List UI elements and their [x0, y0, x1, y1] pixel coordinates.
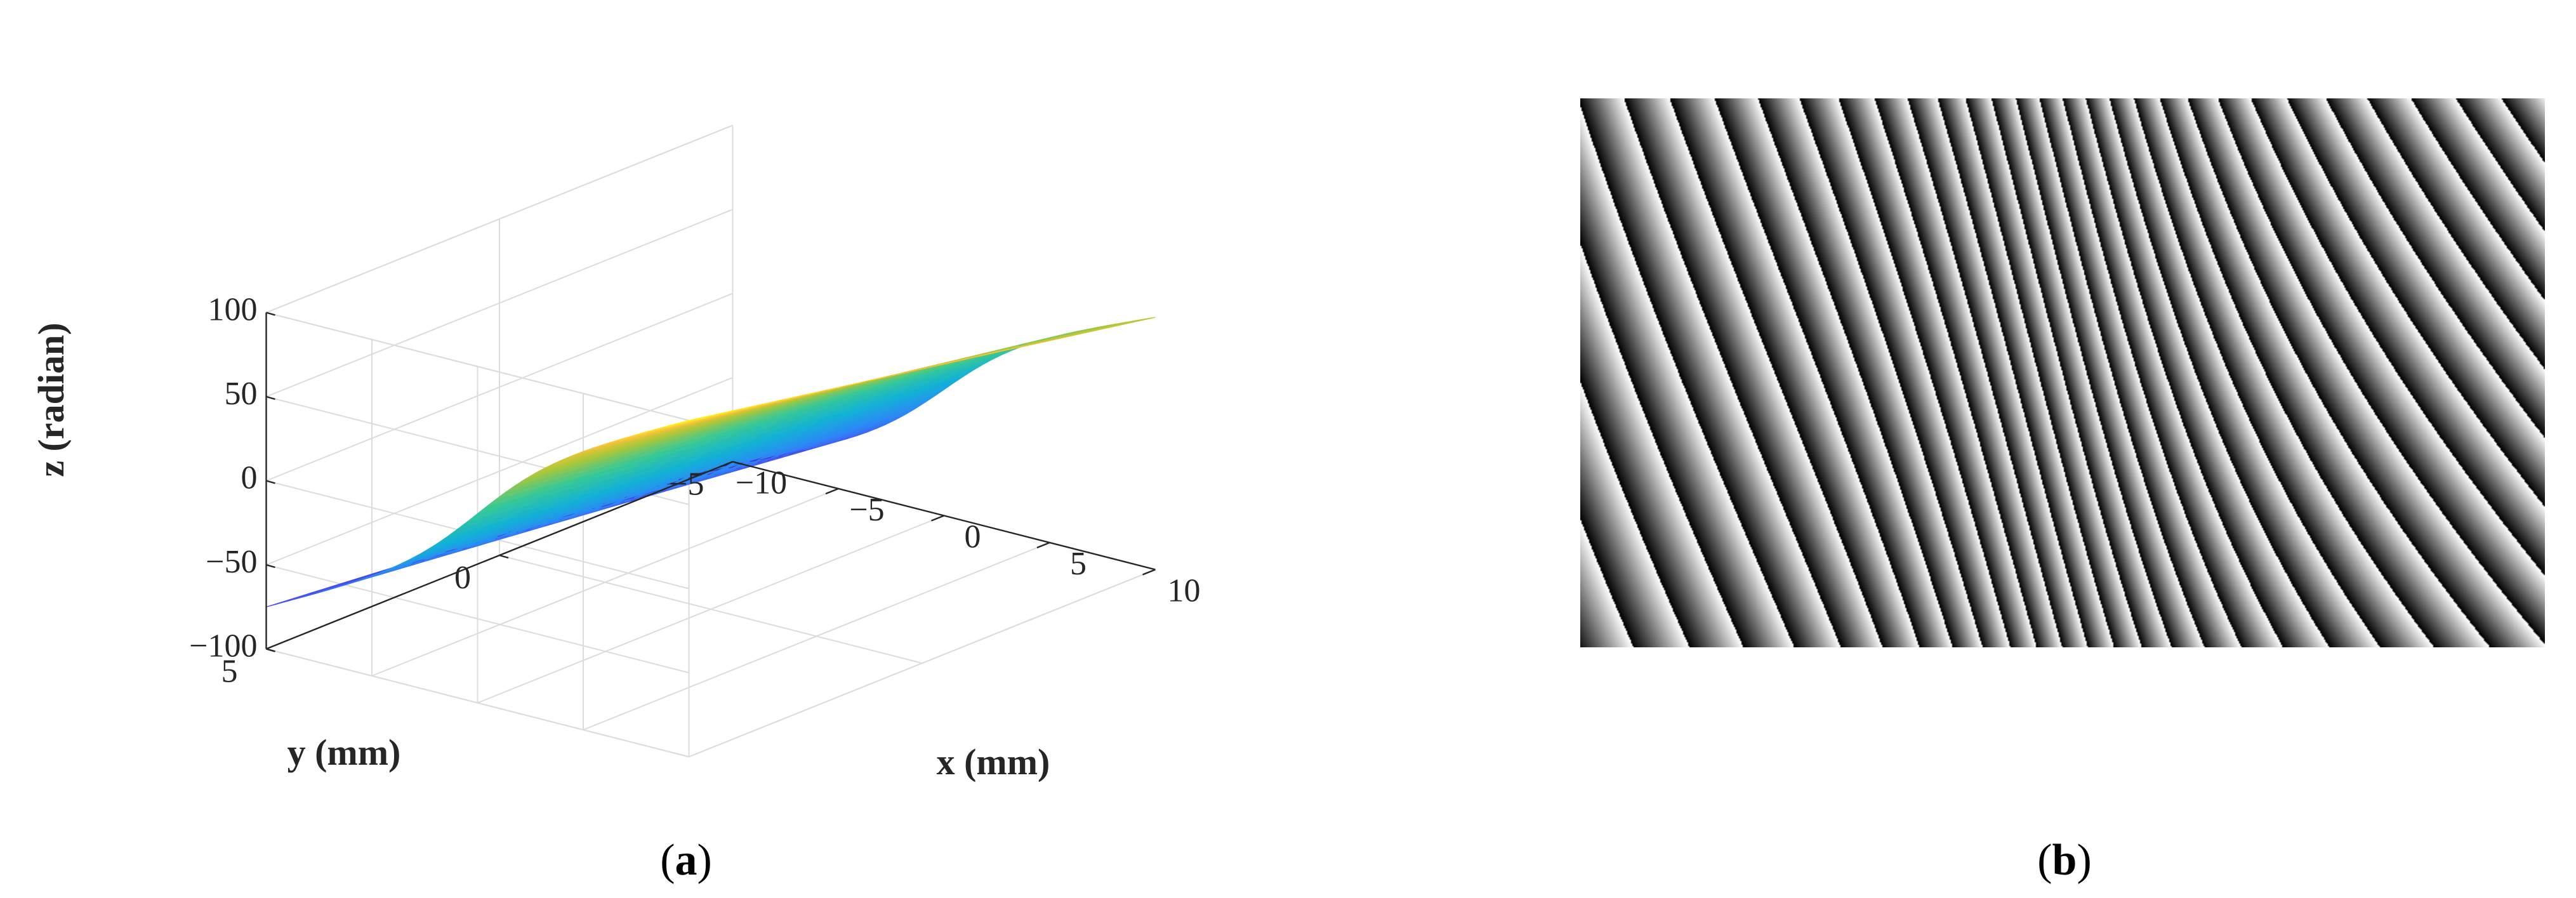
x-tick-label: −10: [736, 465, 787, 501]
y-tick: [499, 554, 509, 559]
grid-line: [266, 648, 689, 758]
grid-line: [266, 124, 733, 314]
caption-a-open: (: [660, 836, 675, 885]
x-tick-label: 0: [965, 518, 981, 555]
x-tick: [1142, 569, 1156, 576]
fringe-image-container: [1580, 98, 2545, 647]
y-axis-label: y (mm): [287, 732, 401, 773]
surface-patch: [1124, 317, 1156, 324]
caption-b: (b): [2037, 836, 2092, 885]
grid-line: [689, 569, 1156, 758]
z-tick: [266, 312, 275, 316]
x-tick: [1036, 541, 1050, 549]
x-tick-label: 5: [1070, 546, 1087, 582]
z-tick-label: −100: [189, 628, 257, 664]
y-tick-label: −5: [669, 466, 704, 502]
x-tick: [720, 461, 733, 468]
phase-surface: [266, 317, 1156, 607]
y-tick: [266, 648, 275, 652]
z-tick-label: 50: [225, 376, 258, 412]
z-tick-label: −50: [206, 544, 257, 580]
caption-b-open: (: [2037, 836, 2052, 885]
panel-b-fringe-image: [1580, 98, 2545, 647]
x-tick-label: −5: [849, 492, 884, 528]
caption-a-close: ): [697, 836, 712, 885]
grid-line: [499, 555, 923, 664]
z-tick: [266, 564, 275, 569]
caption-b-letter: b: [2052, 836, 2077, 885]
z-axis-label: z (radian): [30, 322, 72, 477]
grid-line: [266, 312, 689, 421]
caption-a-letter: a: [675, 836, 697, 885]
z-tick-label: 100: [208, 291, 258, 327]
y-tick-label: 5: [221, 653, 238, 689]
fringe-image: [1580, 98, 2545, 647]
x-tick-label: 10: [1168, 572, 1201, 609]
x-tick: [931, 515, 944, 522]
z-tick: [266, 395, 275, 400]
y-tick: [732, 461, 742, 465]
x-tick: [825, 487, 839, 495]
z-tick: [266, 480, 275, 484]
x-axis-label: x (mm): [937, 741, 1050, 782]
z-tick-label: 0: [241, 459, 258, 496]
caption-a: (a): [660, 836, 712, 885]
caption-b-close: ): [2077, 836, 2091, 885]
y-tick-label: 0: [454, 560, 471, 596]
